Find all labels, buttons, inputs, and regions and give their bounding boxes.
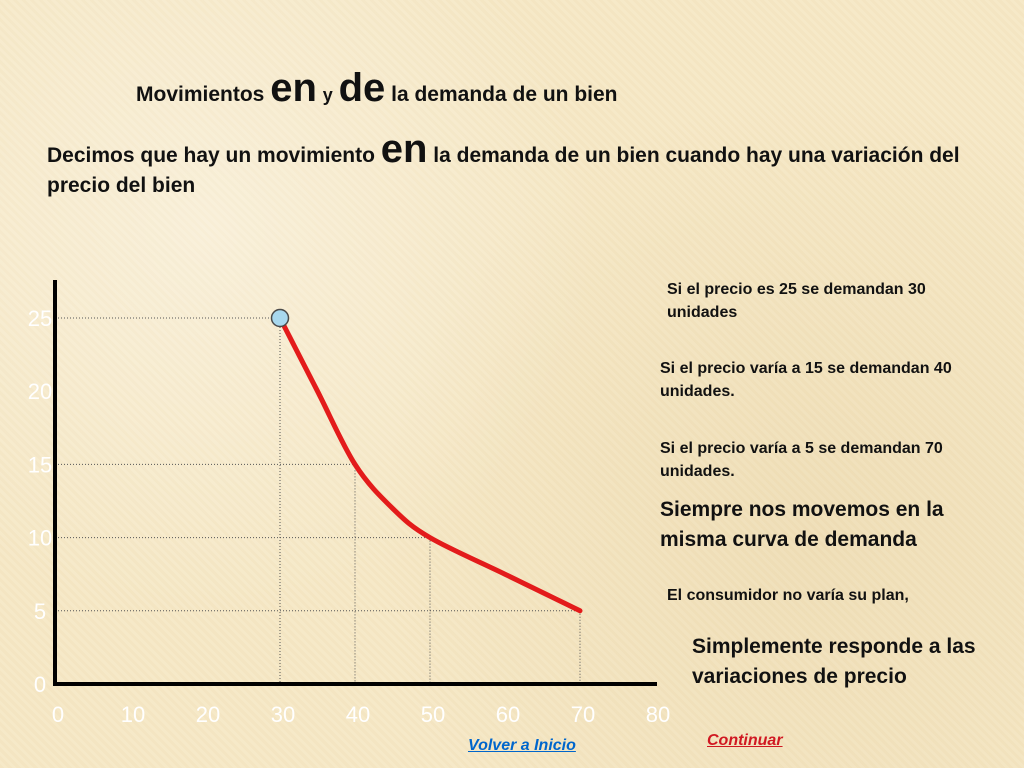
title-part-3: y — [322, 85, 333, 105]
demand-curve — [277, 315, 583, 614]
note-consumer-plan: El consumidor no varía su plan, — [667, 587, 909, 604]
x-tick-label: 20 — [196, 702, 220, 727]
intro-part-2: en — [380, 127, 428, 171]
x-tick-label: 50 — [421, 702, 445, 727]
y-tick-label: 20 — [28, 379, 52, 404]
curve-point-marker — [270, 308, 290, 328]
x-tick-label: 70 — [571, 702, 595, 727]
intro-paragraph: Decimos que hay un movimiento en la dema… — [47, 129, 967, 202]
y-tick-label: 25 — [28, 306, 52, 331]
x-tick-label: 40 — [346, 702, 370, 727]
note-price-response: Simplemente responde a las variaciones d… — [692, 635, 976, 689]
title-part-1: Movimientos — [136, 83, 265, 106]
back-to-home-link[interactable]: Volver a Inicio — [468, 737, 576, 754]
tick-labels: 0 10 20 30 40 50 60 70 80 0 5 10 15 20 25 — [28, 306, 670, 727]
continue-link[interactable]: Continuar — [707, 732, 783, 749]
title-part-4: de — [338, 66, 386, 110]
y-tick-label: 0 — [34, 672, 46, 697]
title-part-2: en — [270, 66, 317, 110]
x-tick-label: 60 — [496, 702, 520, 727]
intro-part-3: la demanda de un bien cuando hay una var… — [47, 144, 960, 198]
x-tick-label: 10 — [121, 702, 145, 727]
y-tick-label: 10 — [28, 526, 52, 551]
x-tick-label: 30 — [271, 702, 295, 727]
note-price-25: Si el precio es 25 se demandan 30 unidad… — [667, 281, 926, 322]
y-tick-label: 5 — [34, 599, 46, 624]
slide-title: Movimientos en y de la demanda de un bie… — [136, 66, 776, 110]
demand-curve-layer — [270, 308, 583, 614]
x-tick-label: 0 — [52, 702, 64, 727]
note-same-curve: Siempre nos movemos en la misma curva de… — [660, 498, 944, 552]
note-price-5: Si el precio varía a 5 se demandan 70 un… — [660, 440, 943, 481]
demand-chart: 0 10 20 30 40 50 60 70 80 0 5 10 15 20 25 — [28, 280, 670, 727]
guide-lines — [55, 317, 581, 684]
title-part-5: la demanda de un bien — [391, 83, 618, 106]
chart-axes — [53, 280, 657, 686]
intro-part-1: Decimos que hay un movimiento — [47, 144, 375, 167]
x-tick-label: 80 — [646, 702, 670, 727]
note-price-15: Si el precio varía a 15 se demandan 40 u… — [660, 360, 952, 401]
y-tick-label: 15 — [28, 452, 52, 477]
